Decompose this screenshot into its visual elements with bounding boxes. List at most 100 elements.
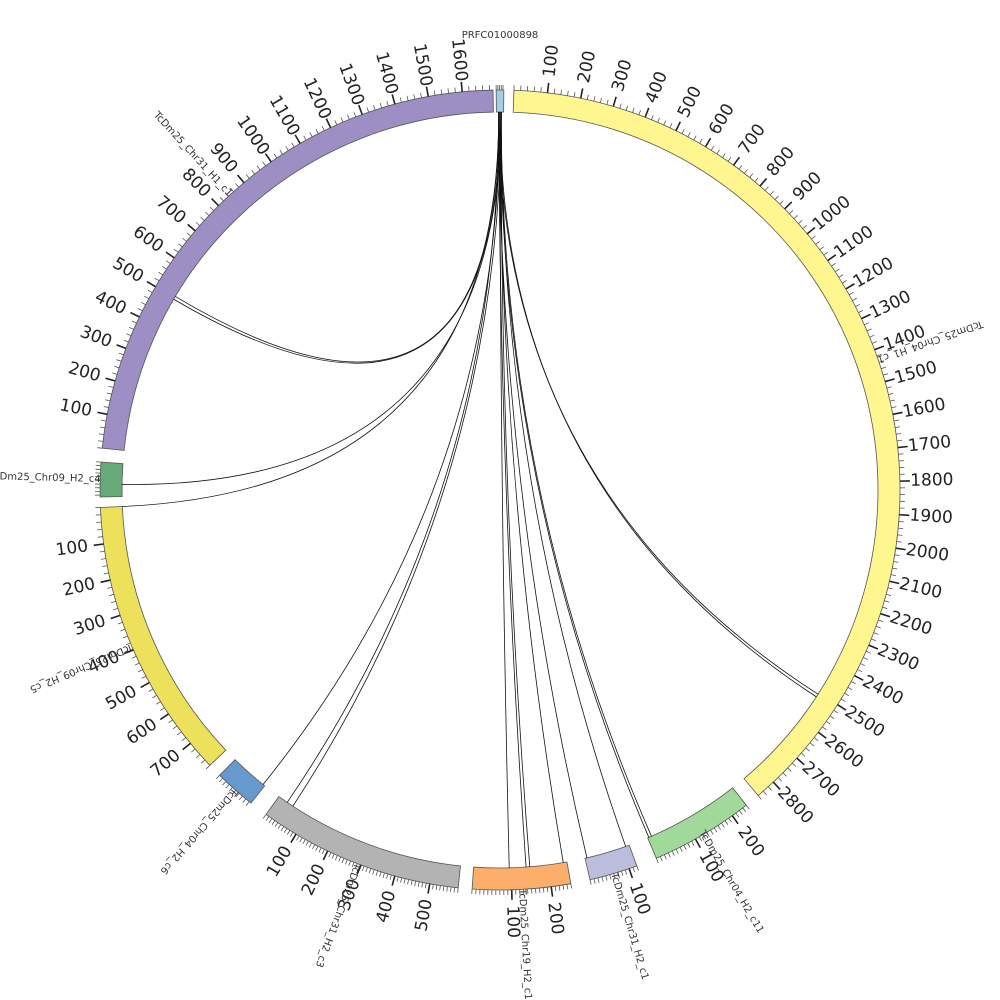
minor-tick: [128, 326, 134, 330]
minor-tick: [542, 887, 545, 893]
minor-tick: [848, 291, 854, 296]
minor-tick: [279, 149, 283, 155]
major-tick: [236, 174, 245, 184]
labels-layer: PRFC01000898TcDm25_Chr04_H1_c1TcDm25_Chr…: [0, 30, 985, 1000]
minor-tick: [453, 887, 456, 893]
tick-label: 500: [109, 254, 147, 288]
major-tick: [391, 875, 396, 886]
minor-tick: [110, 600, 116, 604]
segment-prfc01000898: [495, 89, 505, 113]
minor-tick: [698, 836, 703, 842]
minor-tick: [131, 320, 137, 324]
minor-tick: [432, 884, 434, 890]
minor-tick: [889, 399, 895, 402]
minor-tick: [632, 867, 636, 873]
major-tick: [325, 118, 332, 129]
tick-label: 1000: [809, 192, 855, 235]
tick-label: 100: [263, 843, 297, 881]
minor-tick: [235, 183, 240, 188]
minor-tick: [105, 399, 111, 402]
major-tick: [880, 612, 891, 618]
minor-tick: [265, 816, 270, 821]
tick-label: 400: [372, 889, 400, 926]
minor-tick: [844, 692, 850, 697]
minor-tick: [191, 748, 196, 753]
minor-tick: [435, 884, 438, 890]
minor-tick: [345, 859, 348, 865]
minor-tick: [222, 781, 227, 786]
minor-tick: [334, 120, 338, 125]
minor-tick: [154, 277, 160, 282]
minor-tick: [421, 882, 424, 888]
tick-label: 2500: [841, 702, 888, 742]
minor-tick: [181, 737, 187, 742]
minor-tick: [389, 874, 392, 880]
minor-tick: [162, 266, 167, 270]
major-tick: [897, 445, 908, 449]
minor-tick: [638, 110, 641, 116]
minor-tick: [593, 878, 596, 884]
major-tick: [579, 88, 584, 99]
minor-tick: [798, 220, 803, 224]
tick-label: 100: [58, 395, 94, 421]
minor-tick: [893, 419, 899, 422]
tick-label: 1200: [299, 75, 335, 123]
minor-tick: [860, 663, 866, 667]
major-tick: [628, 868, 634, 879]
minor-tick: [702, 834, 706, 840]
tick-label: 2400: [859, 671, 907, 709]
segment-tcdm25-chr04-h2-c6: [219, 759, 266, 804]
minor-tick: [851, 681, 856, 685]
minor-tick: [280, 826, 285, 831]
minor-tick: [693, 135, 697, 141]
minor-tick: [379, 871, 382, 877]
minor-tick: [852, 297, 857, 301]
minor-tick: [152, 694, 157, 699]
minor-tick: [108, 385, 114, 388]
minor-tick: [134, 662, 140, 666]
segment-tcdm25-chr04-h1-c1: [512, 89, 901, 797]
minor-tick: [399, 97, 402, 103]
minor-tick: [355, 863, 358, 869]
minor-tick: [424, 883, 427, 889]
major-tick: [874, 345, 885, 351]
segment-tcdm25-chr31-h2-c3: [265, 796, 461, 889]
major-tick: [546, 82, 550, 93]
minor-tick: [160, 707, 165, 711]
major-tick: [182, 742, 191, 751]
minor-tick: [420, 92, 422, 98]
minor-tick: [296, 835, 300, 841]
ticks-prfc01000898: [495, 84, 504, 91]
minor-tick: [793, 215, 798, 219]
minor-tick: [113, 608, 119, 611]
major-tick: [116, 344, 127, 350]
minor-tick: [819, 246, 824, 250]
minor-tick: [593, 96, 596, 102]
tick-label: 600: [705, 100, 739, 138]
minor-tick: [131, 656, 137, 659]
major-tick: [837, 703, 847, 711]
tick-label: 300: [608, 57, 636, 94]
minor-tick: [829, 715, 835, 720]
minor-tick: [792, 762, 797, 767]
minor-tick: [407, 879, 410, 885]
minor-tick: [228, 787, 233, 792]
minor-tick: [787, 767, 792, 772]
tick-label: 1600: [901, 394, 947, 422]
major-tick: [425, 86, 430, 97]
minor-tick: [866, 328, 872, 332]
minor-tick: [219, 197, 224, 202]
major-tick: [644, 107, 650, 118]
minor-tick: [762, 790, 767, 796]
minor-tick: [340, 117, 344, 123]
tick-label: 1700: [907, 432, 952, 456]
minor-tick: [308, 842, 312, 848]
minor-tick: [256, 165, 261, 171]
minor-tick: [440, 89, 443, 95]
major-tick: [165, 251, 175, 259]
minor-tick: [621, 871, 624, 877]
minor-tick: [137, 669, 143, 673]
link-tcdm25-chr09-h2-c5-0: [122, 112, 500, 507]
minor-tick: [235, 792, 240, 798]
major-tick: [93, 543, 104, 547]
